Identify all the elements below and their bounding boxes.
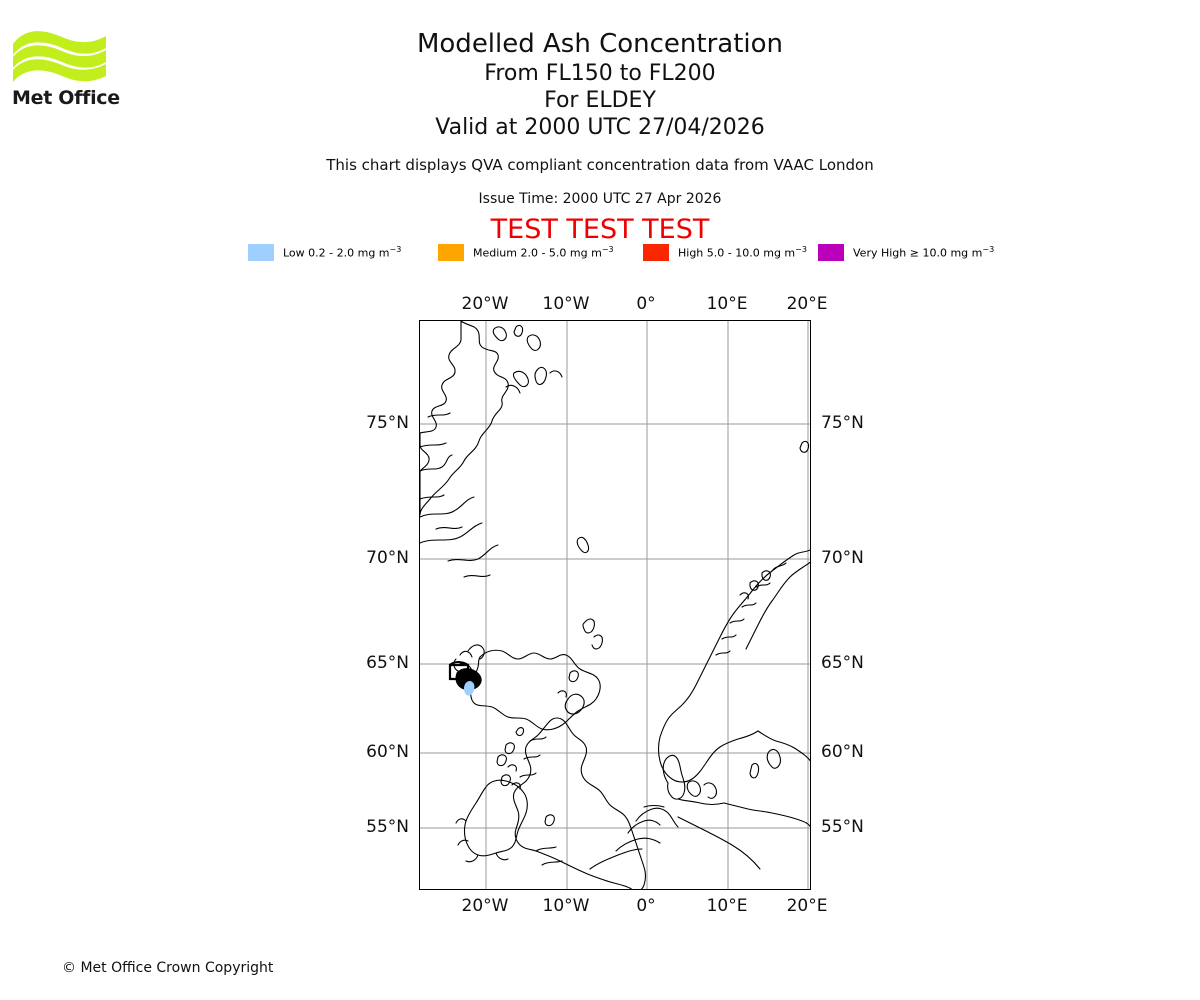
lat-tick-left-4: 55°N [366,817,409,837]
lon-tick-top-4: 20°E [786,294,828,314]
legend-units-exponent: −3 [982,244,995,254]
legend-label-very-high: Very High ≥ 10.0 mg m−3 [853,244,995,260]
met-office-wordmark: Met Office [12,87,120,109]
legend-label-low: Low 0.2 - 2.0 mg m−3 [283,244,402,260]
legend-swatch-very-high [818,243,844,261]
lon-tick-bottom-4: 20°E [786,896,828,916]
lon-tick-bottom-2: 0° [636,896,656,916]
lat-tick-right-1: 70°N [821,548,864,568]
map-graticule-and-coastlines [420,321,810,889]
volcano-name: For ELDEY [544,88,656,113]
legend-item-low: Low 0.2 - 2.0 mg m−3 [248,242,401,262]
lat-tick-left-3: 60°N [366,742,409,762]
lon-tick-top-3: 10°E [706,294,748,314]
met-office-logo: Met Office [12,24,122,109]
met-office-waves-icon [13,31,106,82]
ash-concentration-map[interactable] [419,320,811,890]
lat-tick-left-2: 65°N [366,653,409,673]
legend-swatch-high [643,243,669,261]
lat-tick-left-1: 70°N [366,548,409,568]
legend-units-exponent: −3 [601,244,614,254]
legend-label-medium: Medium 2.0 - 5.0 mg m−3 [473,244,614,260]
lat-tick-right-4: 55°N [821,817,864,837]
legend-item-medium: Medium 2.0 - 5.0 mg m−3 [438,242,614,262]
legend-swatch-medium [438,243,464,261]
chart-title-block: Modelled Ash Concentration From FL150 to… [0,28,1200,141]
concentration-legend: Low 0.2 - 2.0 mg m−3 Medium 2.0 - 5.0 mg … [248,242,994,262]
page-title: Modelled Ash Concentration [416,29,784,59]
lon-tick-bottom-1: 10°W [542,896,590,916]
copyright-notice: © Met Office Crown Copyright [62,960,274,976]
lon-tick-top-0: 20°W [461,294,509,314]
map-frame [419,320,811,890]
lon-tick-bottom-0: 20°W [461,896,509,916]
lat-tick-left-0: 75°N [366,413,409,433]
test-banner: TEST TEST TEST [490,214,710,245]
lon-tick-top-1: 10°W [542,294,590,314]
lat-tick-right-0: 75°N [821,413,864,433]
lat-tick-right-2: 65°N [821,653,864,673]
lon-tick-bottom-3: 10°E [706,896,748,916]
chart-description: This chart displays QVA compliant concen… [326,156,874,174]
legend-units-exponent: −3 [795,244,807,254]
legend-swatch-low [248,243,274,261]
lat-tick-right-3: 60°N [821,742,864,762]
legend-item-high: High 5.0 - 10.0 mg m−3 [643,242,807,262]
lon-tick-top-2: 0° [636,294,656,314]
flight-level-range: From FL150 to FL200 [484,61,716,86]
issue-time: Issue Time: 2000 UTC 27 Apr 2026 [478,191,722,207]
valid-time: Valid at 2000 UTC 27/04/2026 [435,115,765,140]
legend-units-exponent: −3 [389,244,402,254]
legend-item-very-high: Very High ≥ 10.0 mg m−3 [818,242,994,262]
legend-label-high: High 5.0 - 10.0 mg m−3 [678,244,807,260]
